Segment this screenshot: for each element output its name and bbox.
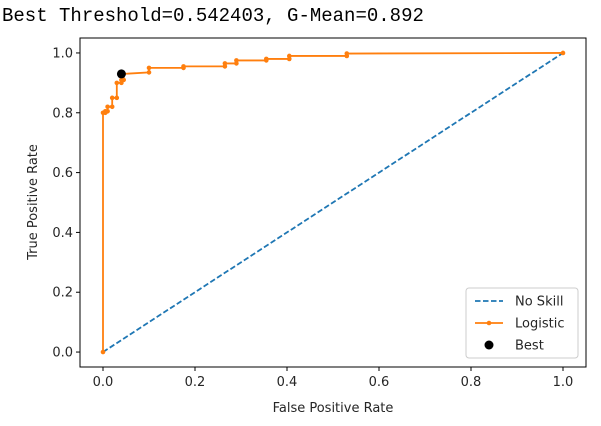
y-axis-ticks: 0.0 0.2 0.4 0.6 0.8 1.0 (52, 46, 80, 361)
series-point-logistic (234, 58, 239, 63)
x-axis-ticks: 0.0 0.2 0.4 0.6 0.8 1.0 (93, 367, 574, 390)
series-point-logistic (100, 349, 106, 355)
series-point-logistic (109, 104, 115, 110)
y-tick-label: 0.0 (52, 346, 73, 361)
plot-marks (100, 50, 566, 355)
series-point-logistic (109, 95, 115, 101)
series-point-logistic (287, 53, 292, 59)
y-tick-label: 0.8 (52, 106, 73, 121)
legend-box (465, 287, 579, 359)
series-point-logistic (181, 64, 186, 69)
x-tick-label: 1.0 (553, 375, 574, 390)
series-point-logistic (114, 95, 120, 101)
series-point-logistic (146, 70, 152, 75)
series-point-logistic (105, 104, 110, 110)
legend: No Skill Logistic Best (465, 287, 579, 359)
x-tick-label: 0.4 (277, 375, 298, 390)
y-tick-label: 1.0 (52, 46, 73, 61)
series-point-logistic (264, 56, 269, 62)
series-point-logistic (105, 108, 110, 114)
series-point-best (116, 69, 126, 79)
series-point-logistic (222, 61, 228, 66)
series-point-logistic (560, 50, 566, 56)
legend-marker-logistic (486, 320, 492, 326)
legend-label-best: Best (515, 339, 544, 354)
y-axis-title: True Positive Rate (26, 144, 41, 261)
y-tick-label: 0.6 (52, 166, 73, 181)
notebook-output-text: Best Threshold=0.542403, G-Mean=0.892 (2, 5, 424, 27)
x-tick-label: 0.6 (369, 375, 390, 390)
series-point-logistic (344, 51, 350, 56)
series-point-logistic (146, 65, 152, 71)
legend-marker-best (484, 340, 494, 350)
x-tick-label: 0.2 (185, 375, 206, 390)
y-tick-label: 0.4 (52, 226, 73, 241)
series-line-no-skill (102, 52, 564, 353)
series-point-logistic (121, 77, 126, 83)
x-axis-title: False Positive Rate (273, 401, 394, 416)
x-tick-label: 0.0 (93, 375, 114, 390)
legend-label-logistic: Logistic (515, 317, 564, 332)
plot-frame (79, 37, 587, 368)
y-tick-label: 0.2 (52, 286, 73, 301)
x-tick-label: 0.8 (461, 375, 482, 390)
series-point-logistic (114, 80, 120, 86)
legend-label-no-skill: No Skill (515, 295, 563, 310)
